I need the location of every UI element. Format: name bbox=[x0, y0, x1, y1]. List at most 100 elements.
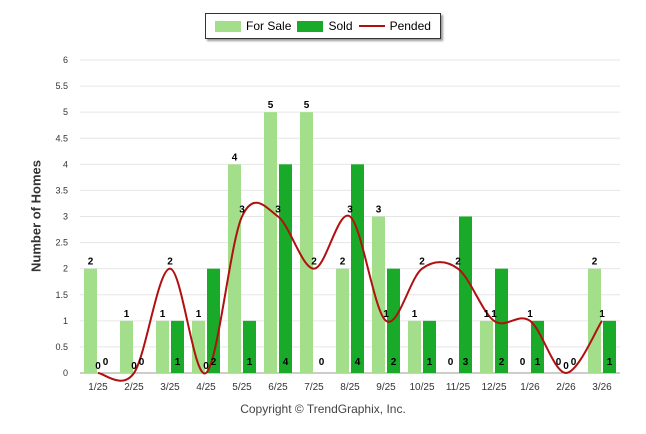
sold-data-label: 1 bbox=[535, 357, 541, 368]
x-tick-label: 2/25 bbox=[124, 382, 144, 393]
bar-sold bbox=[531, 320, 544, 373]
x-tick-label: 1/25 bbox=[88, 382, 108, 393]
for-sale-data-label: 0 bbox=[520, 357, 526, 368]
pended-data-label: 2 bbox=[311, 257, 317, 268]
x-tick-label: 12/25 bbox=[481, 382, 506, 393]
bar-for-sale bbox=[228, 164, 241, 373]
bar-sold bbox=[423, 320, 436, 373]
for-sale-data-label: 3 bbox=[376, 205, 382, 216]
y-tick-label: 1 bbox=[63, 316, 68, 326]
pended-data-label: 2 bbox=[455, 257, 461, 268]
legend-item-pended[interactable]: Pended bbox=[358, 19, 431, 33]
sold-data-label: 0 bbox=[571, 357, 577, 368]
for-sale-data-label: 5 bbox=[304, 100, 310, 111]
chart-legend: For Sale Sold Pended bbox=[205, 13, 441, 39]
sold-data-label: 1 bbox=[607, 357, 613, 368]
pended-data-label: 3 bbox=[275, 205, 281, 216]
pended-data-label: 0 bbox=[131, 361, 137, 372]
legend-label-sold: Sold bbox=[328, 19, 353, 33]
pended-data-label: 0 bbox=[203, 361, 209, 372]
bar-for-sale bbox=[84, 268, 97, 373]
bar-for-sale bbox=[192, 320, 205, 373]
y-tick-label: 4 bbox=[63, 159, 68, 169]
for-sale-data-label: 1 bbox=[412, 309, 418, 320]
sold-data-label: 2 bbox=[499, 357, 505, 368]
for-sale-data-label: 5 bbox=[268, 100, 274, 111]
pended-line bbox=[97, 201, 603, 382]
pended-data-label: 2 bbox=[419, 257, 425, 268]
for-sale-data-label: 1 bbox=[160, 309, 166, 320]
sold-swatch-icon bbox=[297, 20, 324, 32]
pended-data-label: 2 bbox=[167, 257, 173, 268]
y-tick-label: 4.5 bbox=[55, 133, 68, 143]
pended-data-label: 0 bbox=[563, 361, 569, 372]
bar-for-sale bbox=[336, 268, 349, 373]
for-sale-data-label: 1 bbox=[484, 309, 490, 320]
sold-data-label: 4 bbox=[355, 357, 361, 368]
sold-data-label: 1 bbox=[175, 357, 181, 368]
x-tick-label: 3/25 bbox=[160, 382, 180, 393]
x-tick-label: 4/25 bbox=[196, 382, 216, 393]
bar-sold bbox=[459, 216, 472, 373]
x-tick-label: 9/25 bbox=[376, 382, 396, 393]
pended-data-label: 0 bbox=[95, 361, 101, 372]
bar-sold bbox=[351, 164, 364, 373]
pended-data-label: 1 bbox=[491, 309, 497, 320]
bar-sold bbox=[387, 268, 400, 373]
bar-for-sale bbox=[156, 320, 169, 373]
bar-for-sale bbox=[480, 320, 493, 373]
sold-data-label: 3 bbox=[463, 357, 469, 368]
bar-for-sale bbox=[300, 112, 313, 374]
sold-data-label: 0 bbox=[139, 357, 145, 368]
legend-label-pended: Pended bbox=[389, 19, 431, 33]
y-tick-label: 5.5 bbox=[55, 81, 68, 91]
for-sale-data-label: 0 bbox=[448, 357, 454, 368]
copyright-text: Copyright © TrendGraphix, Inc. bbox=[240, 402, 406, 416]
y-tick-label: 6 bbox=[63, 55, 68, 65]
pended-data-label: 3 bbox=[347, 205, 353, 216]
x-tick-label: 5/25 bbox=[232, 382, 252, 393]
pended-data-label: 3 bbox=[239, 205, 245, 216]
y-tick-label: 0 bbox=[63, 368, 68, 378]
sold-data-label: 4 bbox=[283, 357, 289, 368]
x-tick-label: 7/25 bbox=[304, 382, 324, 393]
x-tick-label: 8/25 bbox=[340, 382, 360, 393]
sold-data-label: 1 bbox=[247, 357, 253, 368]
pended-data-label: 1 bbox=[599, 309, 605, 320]
y-tick-label: 1.5 bbox=[55, 290, 68, 300]
y-tick-label: 5 bbox=[63, 107, 68, 117]
pended-swatch-icon bbox=[358, 25, 385, 27]
bar-for-sale bbox=[120, 320, 133, 373]
bar-for-sale bbox=[372, 216, 385, 373]
x-tick-label: 11/25 bbox=[446, 382, 471, 393]
bar-sold bbox=[243, 320, 256, 373]
for-sale-data-label: 4 bbox=[232, 152, 238, 163]
bar-sold bbox=[207, 268, 220, 373]
bar-sold bbox=[495, 268, 508, 373]
x-tick-label: 6/25 bbox=[268, 382, 288, 393]
y-tick-label: 2 bbox=[63, 264, 68, 274]
for-sale-data-label: 2 bbox=[88, 257, 94, 268]
for-sale-data-label: 2 bbox=[340, 257, 346, 268]
y-tick-label: 2.5 bbox=[55, 238, 68, 248]
for-sale-data-label: 1 bbox=[196, 309, 202, 320]
bar-sold bbox=[279, 164, 292, 373]
sold-data-label: 1 bbox=[427, 357, 433, 368]
for-sale-data-label: 1 bbox=[124, 309, 130, 320]
pended-data-label: 1 bbox=[527, 309, 533, 320]
for-sale-swatch-icon bbox=[215, 20, 242, 32]
legend-item-sold[interactable]: Sold bbox=[297, 19, 353, 33]
sold-data-label: 2 bbox=[391, 357, 397, 368]
bar-sold bbox=[171, 320, 184, 373]
x-tick-label: 2/26 bbox=[556, 382, 576, 393]
x-tick-label: 3/26 bbox=[592, 382, 612, 393]
legend-item-for-sale[interactable]: For Sale bbox=[215, 19, 291, 33]
sold-data-label: 0 bbox=[103, 357, 109, 368]
y-tick-label: 3.5 bbox=[55, 185, 68, 195]
x-tick-label: 10/25 bbox=[409, 382, 434, 393]
bar-for-sale bbox=[264, 112, 277, 374]
y-tick-label: 3 bbox=[63, 212, 68, 222]
bar-sold bbox=[603, 320, 616, 373]
for-sale-data-label: 2 bbox=[592, 257, 598, 268]
